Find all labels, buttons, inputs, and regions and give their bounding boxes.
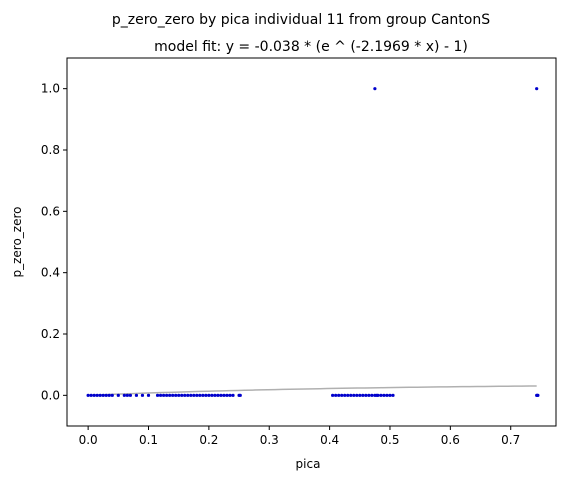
data-point	[373, 87, 377, 91]
data-point	[177, 393, 181, 397]
data-point	[231, 393, 235, 397]
data-point	[210, 393, 214, 397]
data-point	[195, 393, 199, 397]
data-point	[122, 393, 126, 397]
data-point	[183, 393, 187, 397]
data-point	[364, 393, 368, 397]
data-point	[189, 393, 193, 397]
data-point	[388, 393, 392, 397]
y-axis-label: p_zero_zero	[10, 206, 24, 277]
data-point	[352, 393, 356, 397]
x-tick-label: 0.3	[260, 433, 279, 447]
data-point	[140, 393, 145, 397]
y-axis: 0.0 0.2 0.4 0.6 0.8 1.0	[41, 82, 67, 402]
data-point	[128, 393, 132, 397]
data-point	[158, 393, 163, 397]
data-point	[155, 393, 160, 397]
data-point	[535, 87, 539, 91]
x-tick-label: 0.4	[320, 433, 339, 447]
data-point	[180, 393, 184, 397]
data-point	[340, 393, 344, 397]
data-point	[536, 393, 540, 397]
data-point	[146, 393, 151, 397]
data-point	[346, 393, 350, 397]
x-tick-label: 0.7	[501, 433, 520, 447]
data-point	[161, 393, 166, 397]
data-point	[376, 393, 380, 397]
data-point	[391, 393, 395, 397]
data-point	[168, 393, 172, 397]
data-point	[385, 393, 389, 397]
data-point	[104, 393, 108, 397]
data-point	[331, 393, 335, 397]
y-tick-label: 0.0	[41, 388, 60, 402]
chart-title: p_zero_zero by pica individual 11 from g…	[112, 12, 490, 28]
points-layer	[86, 87, 540, 397]
data-point	[222, 393, 226, 397]
x-tick-label: 0.2	[199, 433, 218, 447]
data-point	[225, 393, 229, 397]
data-point	[89, 393, 93, 397]
y-tick-label: 1.0	[41, 82, 60, 96]
data-point	[337, 393, 341, 397]
data-point	[116, 393, 120, 397]
data-point	[86, 393, 90, 397]
data-point	[192, 393, 196, 397]
data-point	[134, 393, 139, 397]
data-point	[98, 393, 102, 397]
fit-line-layer	[88, 385, 537, 397]
data-point	[92, 393, 96, 397]
data-point	[165, 393, 169, 397]
data-point	[186, 393, 190, 397]
data-point	[201, 393, 205, 397]
data-point	[219, 393, 223, 397]
data-point	[349, 393, 353, 397]
data-point	[343, 393, 347, 397]
y-tick-label: 0.2	[41, 327, 60, 341]
x-tick-label: 0.5	[380, 433, 399, 447]
data-point	[171, 393, 175, 397]
y-tick-label: 0.4	[41, 266, 60, 280]
data-point	[367, 393, 371, 397]
data-point	[334, 393, 338, 397]
data-point	[101, 393, 105, 397]
x-tick-label: 0.6	[441, 433, 460, 447]
data-point	[174, 393, 178, 397]
y-tick-label: 0.6	[41, 204, 60, 218]
data-point	[216, 393, 220, 397]
data-point	[238, 393, 242, 397]
plot-frame	[66, 57, 557, 427]
data-point	[355, 393, 359, 397]
data-point	[107, 393, 111, 397]
data-point	[95, 393, 99, 397]
chart-subtitle: model fit: y = -0.038 * (e ^ (-2.1969 * …	[154, 39, 468, 55]
data-point	[370, 393, 374, 397]
model-fit-line	[88, 385, 537, 397]
data-point	[379, 393, 383, 397]
data-point	[207, 393, 211, 397]
data-point	[213, 393, 217, 397]
data-point	[125, 393, 129, 397]
data-point	[110, 393, 114, 397]
x-axis-label: pica	[296, 457, 321, 471]
data-point	[204, 393, 208, 397]
x-tick-label: 0.1	[139, 433, 158, 447]
data-point	[358, 393, 362, 397]
data-point	[382, 393, 386, 397]
y-tick-label: 0.8	[41, 143, 60, 157]
data-point	[198, 393, 202, 397]
x-tick-label: 0.0	[79, 433, 98, 447]
x-axis: 0.0 0.1 0.2 0.3 0.4 0.5 0.6 0.7	[79, 426, 520, 447]
data-point	[361, 393, 365, 397]
data-point	[228, 393, 232, 397]
